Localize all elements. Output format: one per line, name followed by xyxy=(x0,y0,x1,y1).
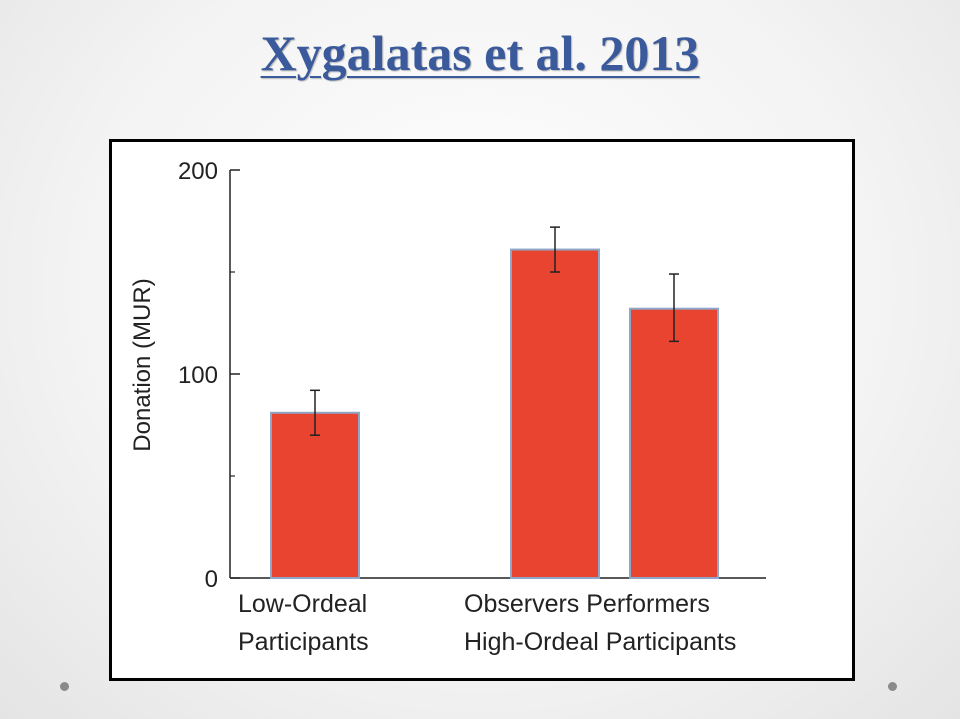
bar-chart: Donation (MUR) 200 100 0 Low-Ordeal Particip… xyxy=(129,158,766,656)
slide-bullet-dot-left xyxy=(60,682,69,691)
x-group-label-line1: Observers Performers xyxy=(464,590,710,618)
bar xyxy=(510,248,600,579)
y-axis-label: Donation (MUR) xyxy=(129,278,156,451)
x-group-label-line2: Participants xyxy=(238,628,369,656)
slide-title: Xygalatas et al. 2013 xyxy=(260,25,700,81)
x-group-label-line1: Low-Ordeal xyxy=(238,590,367,618)
y-tick-label: 0 xyxy=(205,566,218,593)
bar xyxy=(270,411,360,580)
figure-frame: Donation (MUR) 200 100 0 Low-Ordeal Particip… xyxy=(109,139,855,681)
slide-bullet-dot-right xyxy=(888,682,897,691)
bar xyxy=(629,307,719,579)
y-tick-label: 100 xyxy=(178,362,218,389)
x-group-label-line2: High-Ordeal Participants xyxy=(464,628,736,656)
y-tick-label: 200 xyxy=(178,158,218,185)
